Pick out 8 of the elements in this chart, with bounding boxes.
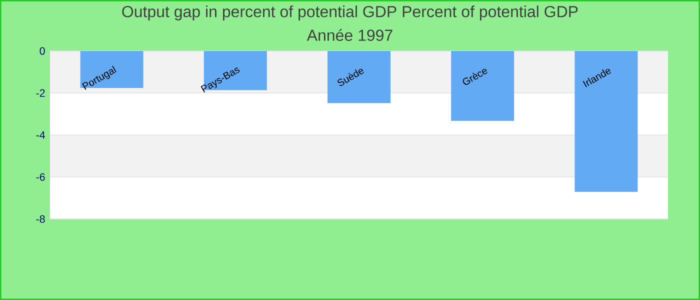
y-tick-label: -6: [36, 173, 45, 181]
y-tick-label: 0: [40, 47, 45, 55]
y-tick-label: -8: [36, 215, 45, 223]
y-tick-label: -4: [36, 131, 45, 139]
chart-title: Output gap in percent of potential GDP Percent of potential GDP: [122, 6, 578, 20]
y-tick-label: -2: [36, 89, 45, 97]
chart-subtitle: Année 1997: [306, 29, 392, 41]
x-tick-label: Grèce: [462, 68, 488, 85]
